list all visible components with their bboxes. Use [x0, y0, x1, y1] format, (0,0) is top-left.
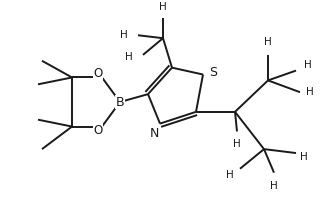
Text: N: N — [149, 127, 159, 140]
Text: O: O — [93, 124, 103, 137]
Text: H: H — [159, 2, 167, 12]
Text: H: H — [120, 30, 128, 40]
Text: H: H — [304, 60, 312, 70]
Text: H: H — [125, 52, 133, 62]
Text: H: H — [226, 170, 234, 180]
Text: H: H — [300, 152, 308, 162]
Text: B: B — [116, 96, 124, 108]
Text: S: S — [209, 66, 217, 79]
Text: H: H — [264, 37, 272, 47]
Text: H: H — [306, 87, 314, 97]
Text: H: H — [270, 181, 278, 191]
Text: H: H — [233, 139, 241, 149]
Text: O: O — [93, 67, 103, 80]
